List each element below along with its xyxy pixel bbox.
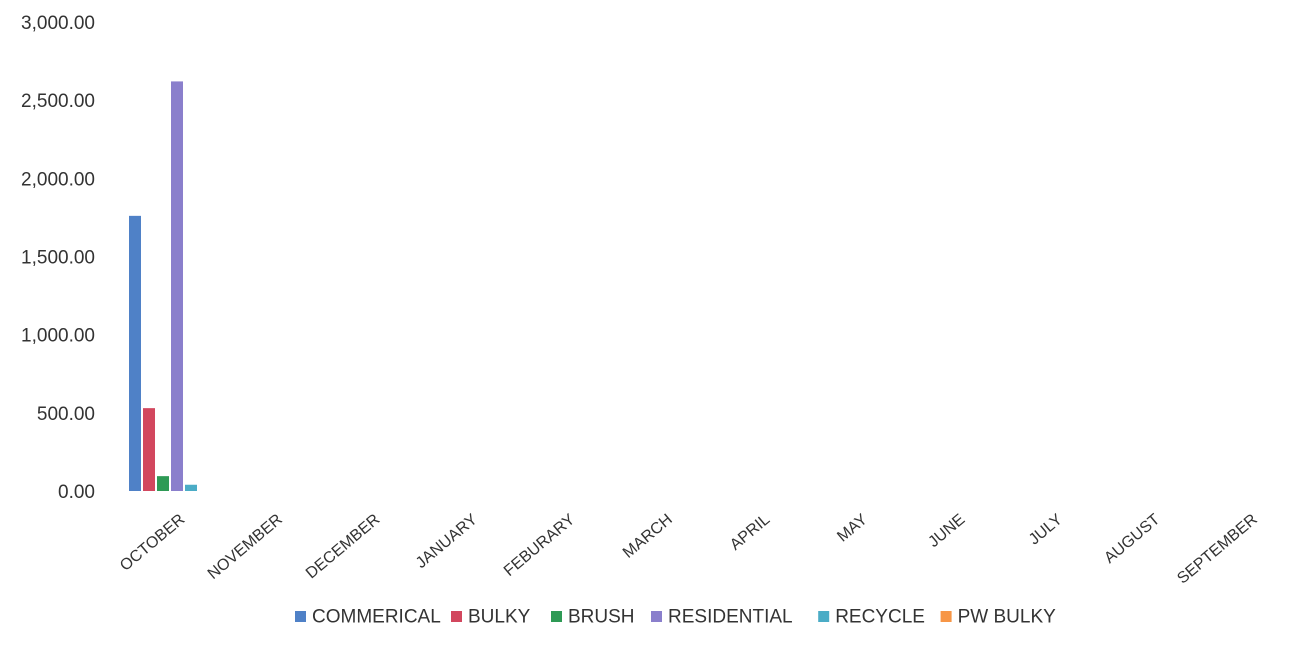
x-tick-label: FEBURARY [501,511,579,580]
y-tick-label: 1,500.00 [21,248,95,269]
y-axis: 0.00 500.00 1,000.00 1,500.00 2,000.00 2,500.… [21,13,95,503]
x-tick-label: JUNE [925,511,968,551]
x-tick-label: MARCH [620,511,676,562]
x-tick-label: SEPTEMBER [1174,511,1261,587]
x-tick-label: APRIL [727,511,773,554]
y-tick-label: 500.00 [37,404,95,425]
x-tick-label: NOVEMBER [205,511,286,583]
legend-label: PW BULKY [958,607,1057,628]
bar [157,476,169,491]
legend-swatch [451,611,462,622]
bar [185,484,197,491]
bars-group [129,81,197,491]
bar [129,215,141,491]
x-tick-label: JANUARY [413,511,481,572]
y-tick-label: 2,500.00 [21,91,95,112]
legend-label: COMMERICAL [312,607,441,628]
legend-label: BULKY [468,607,531,628]
legend-label: RESIDENTIAL [668,607,793,628]
legend-label: RECYCLE [835,607,925,628]
y-tick-label: 2,000.00 [21,169,95,190]
y-tick-label: 1,000.00 [21,326,95,347]
x-tick-label: JULY [1026,511,1066,549]
x-axis: OCTOBER NOVEMBER DECEMBER JANUARY FEBURARY MA… [117,511,1261,588]
legend-swatch [295,611,306,622]
legend: COMMERICAL BULKY BRUSH RESIDENTIAL RECYCLE PW… [295,607,1056,628]
y-tick-label: 0.00 [58,482,95,503]
bar [143,408,155,491]
legend-swatch [651,611,662,622]
x-tick-label: MAY [834,511,871,546]
bar [171,81,183,491]
legend-swatch [940,611,952,622]
x-tick-label: AUGUST [1101,511,1163,567]
y-tick-label: 3,000.00 [21,13,95,34]
legend-label: BRUSH [568,607,635,628]
x-tick-label: DECEMBER [303,511,383,582]
x-tick-label: OCTOBER [117,511,188,575]
legend-swatch [551,611,562,622]
legend-swatch [818,611,830,622]
